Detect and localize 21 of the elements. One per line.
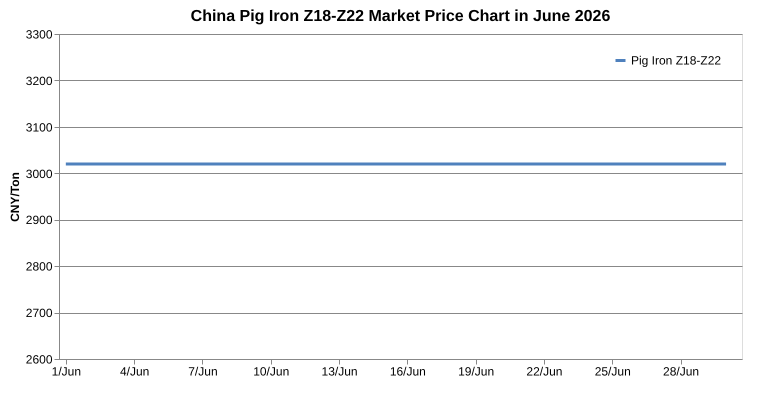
chart-title: China Pig Iron Z18-Z22 Market Price Chart in June 2026 xyxy=(190,8,610,25)
x-tick-label: 19/Jun xyxy=(458,364,494,378)
y-tick-label: 2800 xyxy=(26,260,53,274)
x-tick-label: 16/Jun xyxy=(390,364,426,378)
x-tick-label: 22/Jun xyxy=(526,364,562,378)
y-tick-label: 3000 xyxy=(26,166,53,181)
y-tick-label: 2900 xyxy=(26,213,53,228)
y-axis-title: CNY/Ton xyxy=(8,172,22,222)
y-tick-label: 2600 xyxy=(26,352,53,366)
y-tick-label: 3200 xyxy=(26,74,53,88)
x-tick-label: 25/Jun xyxy=(594,364,631,378)
x-tick-label: 7/Jun xyxy=(188,364,218,378)
y-tick-label: 3100 xyxy=(26,120,53,134)
x-tick-label: 28/Jun xyxy=(663,364,700,378)
y-tick-label: 2700 xyxy=(26,306,53,320)
x-tick-label: 13/Jun xyxy=(322,364,358,378)
x-tick-label: 1/Jun xyxy=(52,364,82,378)
legend-label: Pig Iron Z18-Z22 xyxy=(631,54,722,68)
x-tick-label: 4/Jun xyxy=(120,364,150,378)
x-tick-label: 10/Jun xyxy=(253,364,290,378)
y-tick-label: 3300 xyxy=(26,28,53,42)
